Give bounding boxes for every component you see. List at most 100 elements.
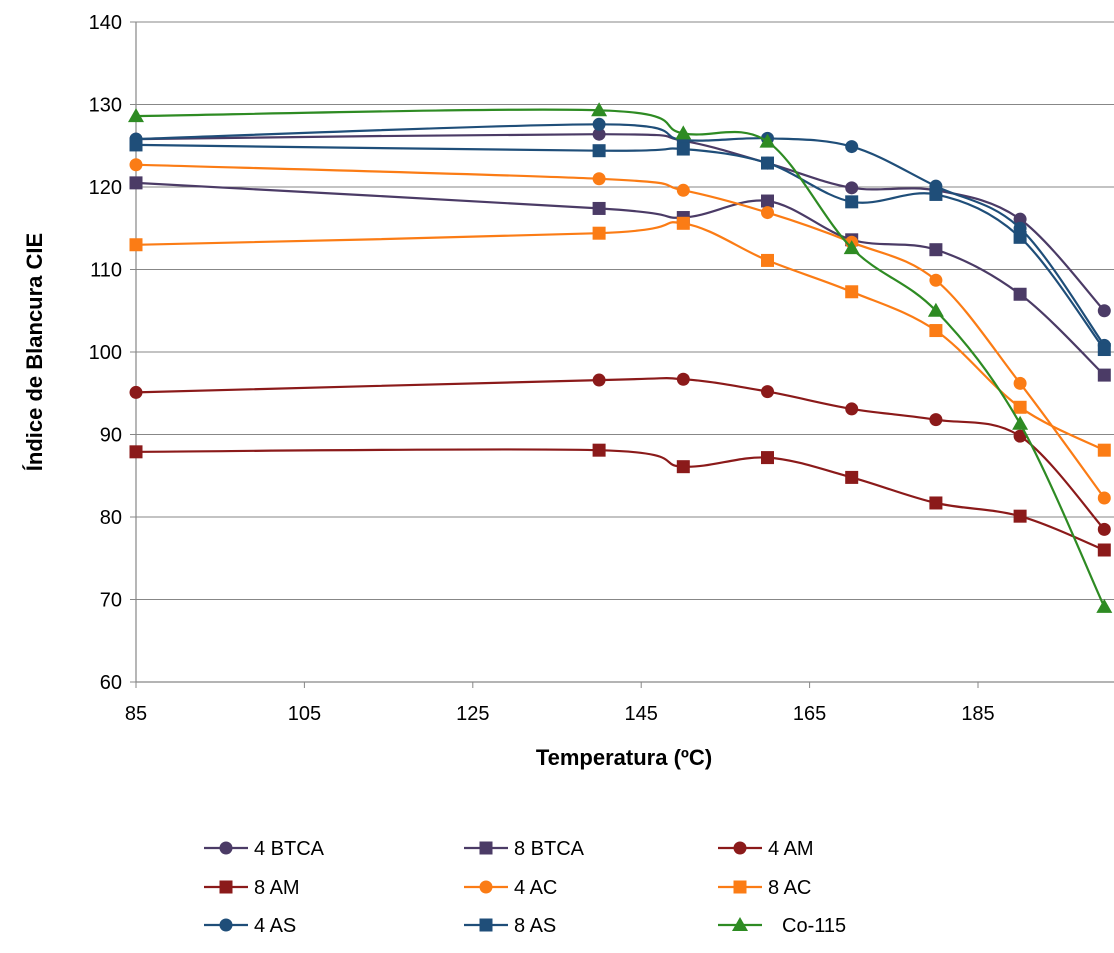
x-tick-label-145: 145 (625, 703, 658, 725)
point-4-am-150 (676, 372, 690, 386)
series-4-am (129, 372, 1111, 536)
legend-label-4-btca: 4 BTCA (254, 838, 325, 860)
point-8-as-180 (929, 187, 943, 201)
point-8-as-150 (676, 142, 690, 156)
point-co-115-180 (927, 302, 944, 317)
legend-marker-8-btca (479, 841, 493, 855)
legend-marker-co-115 (732, 917, 748, 931)
x-tick-label-165: 165 (793, 703, 826, 725)
point-8-am-180 (929, 496, 943, 510)
point-8-am-190 (1013, 509, 1027, 523)
y-tick-label-110: 110 (90, 260, 122, 282)
point-4-am-140 (592, 373, 606, 387)
point-co-115-150 (675, 125, 692, 140)
point-8-ac-160 (761, 253, 774, 267)
legend-item-8-am: 8 AM (204, 877, 300, 899)
legend-label-4-am: 4 AM (768, 838, 814, 860)
x-axis-title: Temperatura (ºC) (536, 745, 712, 770)
point-8-btca-85 (129, 176, 143, 190)
series-8-ac (129, 216, 1111, 457)
point-4-ac-200 (1097, 491, 1111, 505)
legend-item-4-ac: 4 AC (464, 877, 557, 899)
point-4-am-180 (929, 413, 943, 427)
point-co-115-85 (128, 108, 144, 123)
point-co-115-140 (591, 102, 608, 117)
y-tick-label-100: 100 (89, 342, 122, 364)
y-tick-label-120: 120 (89, 177, 122, 199)
x-tick-label-105: 105 (288, 703, 321, 725)
point-8-ac-180 (929, 324, 943, 338)
point-4-as-170 (845, 140, 859, 154)
point-4-ac-160 (761, 206, 774, 220)
point-8-btca-180 (929, 243, 943, 257)
legend-label-8-btca: 8 BTCA (514, 838, 585, 860)
point-8-as-140 (592, 144, 606, 158)
point-8-btca-140 (592, 201, 606, 215)
point-co-115-190 (1012, 415, 1029, 430)
series-4-ac (129, 158, 1111, 505)
point-8-ac-190 (1013, 400, 1027, 414)
y-tick-label-90: 90 (100, 425, 122, 447)
point-8-am-160 (761, 451, 774, 465)
y-tick-label-140: 140 (89, 12, 122, 34)
y-tick-label-70: 70 (100, 590, 122, 612)
series-4-btca (129, 127, 1111, 318)
point-4-am-170 (845, 402, 859, 416)
series-4-as (129, 117, 1111, 352)
series-line-8-am (135, 448, 1105, 552)
point-co-115-170 (843, 240, 860, 255)
legend-item-8-as: 8 AS (464, 915, 556, 937)
series-8-btca (129, 176, 1111, 382)
point-8-ac-140 (592, 226, 606, 240)
series-8-am (129, 443, 1111, 557)
point-8-btca-160 (761, 194, 774, 208)
legend-marker-8-ac (733, 880, 747, 894)
point-4-am-85 (129, 385, 143, 399)
y-tick-label-80: 80 (100, 507, 122, 529)
legend-item-4-am: 4 AM (718, 838, 814, 860)
point-4-ac-190 (1013, 376, 1027, 390)
point-4-as-140 (592, 117, 606, 131)
point-4-btca-140 (592, 127, 606, 141)
point-8-ac-170 (845, 285, 859, 299)
axes (130, 21, 1114, 688)
x-tick-label-85: 85 (125, 703, 147, 725)
point-4-am-200 (1097, 522, 1111, 536)
point-4-ac-150 (676, 183, 690, 197)
point-8-as-160 (761, 156, 774, 170)
point-8-am-150 (676, 460, 690, 474)
point-8-btca-200 (1097, 368, 1111, 382)
legend-marker-8-am (219, 880, 233, 894)
point-8-am-85 (129, 445, 143, 459)
legend-item-co-115: Co-115 (718, 915, 846, 937)
legend-label-4-as: 4 AS (254, 915, 296, 937)
series-8-as (129, 138, 1111, 357)
x-tick-label-125: 125 (456, 703, 489, 725)
legend-item-4-btca: 4 BTCA (204, 838, 325, 860)
legend-marker-8-as (479, 918, 493, 932)
point-8-ac-200 (1097, 443, 1111, 457)
legend-label-4-ac: 4 AC (514, 877, 557, 899)
point-8-ac-150 (676, 216, 690, 230)
legend-marker-4-btca (219, 841, 233, 855)
legend-label-8-ac: 8 AC (768, 877, 811, 899)
point-4-ac-140 (592, 172, 606, 186)
legend-label-8-am: 8 AM (254, 877, 300, 899)
point-8-am-170 (845, 470, 859, 484)
point-4-ac-85 (129, 158, 143, 172)
point-co-115-200 (1096, 598, 1113, 613)
tick-labels: 60 70 80 90 100 110 120 130 140 85 105 125 145 165 185 (89, 12, 995, 725)
point-4-ac-180 (929, 273, 943, 287)
legend-label-co-115: Co-115 (782, 915, 846, 937)
point-4-btca-170 (845, 181, 859, 195)
point-4-btca-190 (1013, 212, 1027, 226)
point-8-btca-190 (1013, 287, 1027, 301)
series-line-8-as (135, 143, 1106, 351)
legend-marker-4-ac (479, 880, 493, 894)
x-tick-label-185: 185 (961, 703, 994, 725)
series-line-4-ac (135, 163, 1106, 499)
series-co-115 (128, 102, 1113, 613)
point-8-as-200 (1097, 343, 1111, 357)
gridlines (136, 21, 1114, 600)
